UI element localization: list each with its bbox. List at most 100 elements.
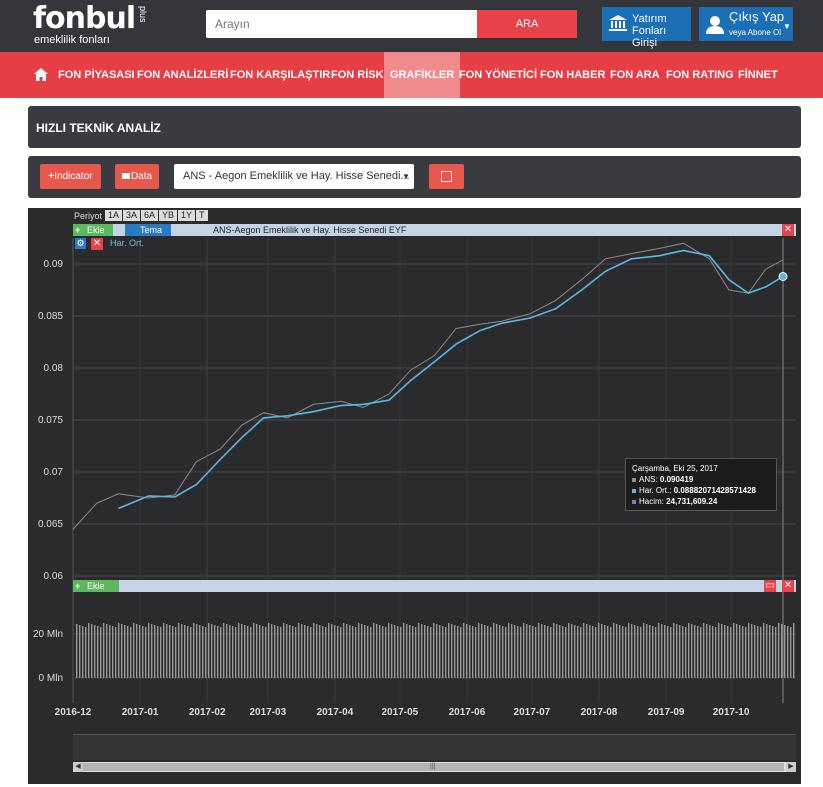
nav-fon-karsilastir[interactable]: FON KARŞILAŞTIR: [230, 69, 331, 81]
data-button[interactable]: Data: [115, 164, 159, 189]
volume-bar: [160, 627, 162, 678]
volume-bar: [430, 627, 432, 678]
nav-grafikler[interactable]: GRAFİKLER: [384, 52, 461, 98]
volume-bar: [649, 625, 651, 678]
volume-bar: [196, 624, 198, 678]
gear-icon[interactable]: ⚙: [75, 238, 86, 249]
tema-button[interactable]: Tema: [125, 224, 171, 236]
volume-bar: [319, 625, 321, 678]
series-line-har-ort: [118, 249, 784, 510]
volume-bar: [349, 625, 351, 678]
ekle-button[interactable]: + Ekle: [73, 224, 113, 236]
tooltip-hacim: Hacim: 24,731,609.24: [632, 496, 770, 507]
nav-fon-ara[interactable]: FON ARA: [610, 69, 660, 81]
fullscreen-button[interactable]: [429, 164, 464, 189]
search-button[interactable]: ARA: [477, 10, 577, 38]
close-icon[interactable]: ✕: [782, 224, 794, 236]
folder-icon: [121, 173, 130, 180]
period-3a-button[interactable]: 3A: [123, 210, 141, 221]
chart-container[interactable]: 0.06 0.065 0.07 0.075 0.08 0.085 0.09 2016-12 20…: [28, 208, 801, 784]
volume-bar: [784, 625, 786, 678]
volume-bar: [646, 624, 648, 678]
nav-fon-yonetici[interactable]: FON YÖNETİCİ: [459, 69, 538, 81]
period-1a-button[interactable]: 1A: [105, 210, 123, 221]
volume-bar: [493, 623, 495, 678]
volume-bar: [268, 623, 270, 678]
yatirim-fonlari-button[interactable]: Yatırım Fonları Girişi: [602, 7, 691, 49]
volume-bar: [571, 624, 573, 678]
volume-bar: [466, 624, 468, 678]
volume-bar: [766, 624, 768, 678]
volume-bar: [298, 623, 300, 678]
volume-bar: [472, 626, 474, 678]
volume-bar: [106, 624, 108, 678]
volume-bar: [514, 625, 516, 678]
volume-bar: [619, 625, 621, 678]
volume-bar: [778, 623, 780, 678]
volume-bar: [691, 624, 693, 678]
nav-fon-haber[interactable]: FON HABER: [540, 69, 606, 81]
nav-fon-rating[interactable]: FON RATING: [666, 69, 734, 81]
volume-bar: [199, 625, 201, 678]
nav-fon-analizleri[interactable]: FON ANALİZLERİ: [137, 69, 229, 81]
volume-bar: [229, 625, 231, 678]
period-6a-button[interactable]: 6A: [141, 210, 159, 221]
y-tick-label: 0.08: [44, 363, 64, 374]
fonbul-logo[interactable]: fonbul plus emeklilik fonları: [33, 3, 148, 47]
volume-bar: [418, 623, 420, 678]
volume-ekle-button[interactable]: + Ekle: [73, 580, 119, 592]
volume-bar: [100, 627, 102, 678]
nav-finnet[interactable]: FİNNET: [738, 69, 778, 81]
indicator-button[interactable]: +Indicator: [40, 164, 101, 189]
nav-fon-risk[interactable]: FON RİSK: [331, 69, 384, 81]
chart-navigator[interactable]: [73, 734, 796, 760]
series-line-ans: [72, 242, 784, 530]
volume-bar: [277, 626, 279, 678]
period-1y-button[interactable]: 1Y: [178, 210, 196, 221]
volume-bar: [550, 627, 552, 678]
volume-bar: [565, 627, 567, 678]
period-t-button[interactable]: T: [196, 210, 208, 221]
remove-indicator-icon[interactable]: ✕: [91, 238, 103, 250]
volume-bar: [463, 623, 465, 678]
volume-bar: [238, 623, 240, 678]
x-tick-label: 2017-10: [713, 707, 750, 718]
cikis-yap-button[interactable]: Çıkış Yap veya Abone Ol ▼: [699, 7, 793, 41]
period-yb-button[interactable]: YB: [159, 210, 178, 221]
volume-bar: [499, 625, 501, 678]
volume-bar: [97, 626, 99, 678]
volume-bar: [598, 623, 600, 678]
periyot-label: Periyot: [74, 211, 103, 221]
scrollbar-thumb[interactable]: [83, 763, 784, 771]
volume-bar: [460, 627, 462, 678]
volume-bar: [394, 625, 396, 678]
volume-tick-label: 20 Mln: [33, 629, 63, 640]
volume-bar: [226, 624, 228, 678]
volume-bar: [592, 626, 594, 678]
plus-icon: +: [75, 581, 81, 591]
volume-bar: [340, 627, 342, 678]
volume-bar: [544, 625, 546, 678]
volume-bar: [487, 626, 489, 678]
volume-bar: [175, 627, 177, 678]
nav-fon-piyasasi[interactable]: FON PİYASASI: [58, 69, 135, 81]
volume-bar: [469, 625, 471, 678]
scroll-left-icon[interactable]: ◀: [73, 762, 83, 772]
volume-bar: [679, 625, 681, 678]
volume-bar: [637, 626, 639, 678]
volume-bar: [448, 623, 450, 678]
maximize-icon[interactable]: ▭: [764, 580, 776, 592]
scroll-right-icon[interactable]: ▶: [786, 762, 796, 772]
close-icon[interactable]: ✕: [782, 580, 794, 592]
home-icon[interactable]: [34, 68, 48, 81]
volume-bar: [427, 626, 429, 678]
x-tick-label: 2017-04: [317, 707, 354, 718]
volume-bar: [763, 623, 765, 678]
volume-bar: [688, 623, 690, 678]
volume-bar: [334, 625, 336, 678]
volume-bar: [760, 627, 762, 678]
volume-bar: [247, 626, 249, 678]
chart-scrollbar[interactable]: ◀ ||| ▶: [73, 762, 796, 772]
fund-select[interactable]: ANS - Aegon Emeklilik ve Hay. Hisse Sene…: [174, 164, 414, 189]
search-input[interactable]: [206, 10, 477, 38]
